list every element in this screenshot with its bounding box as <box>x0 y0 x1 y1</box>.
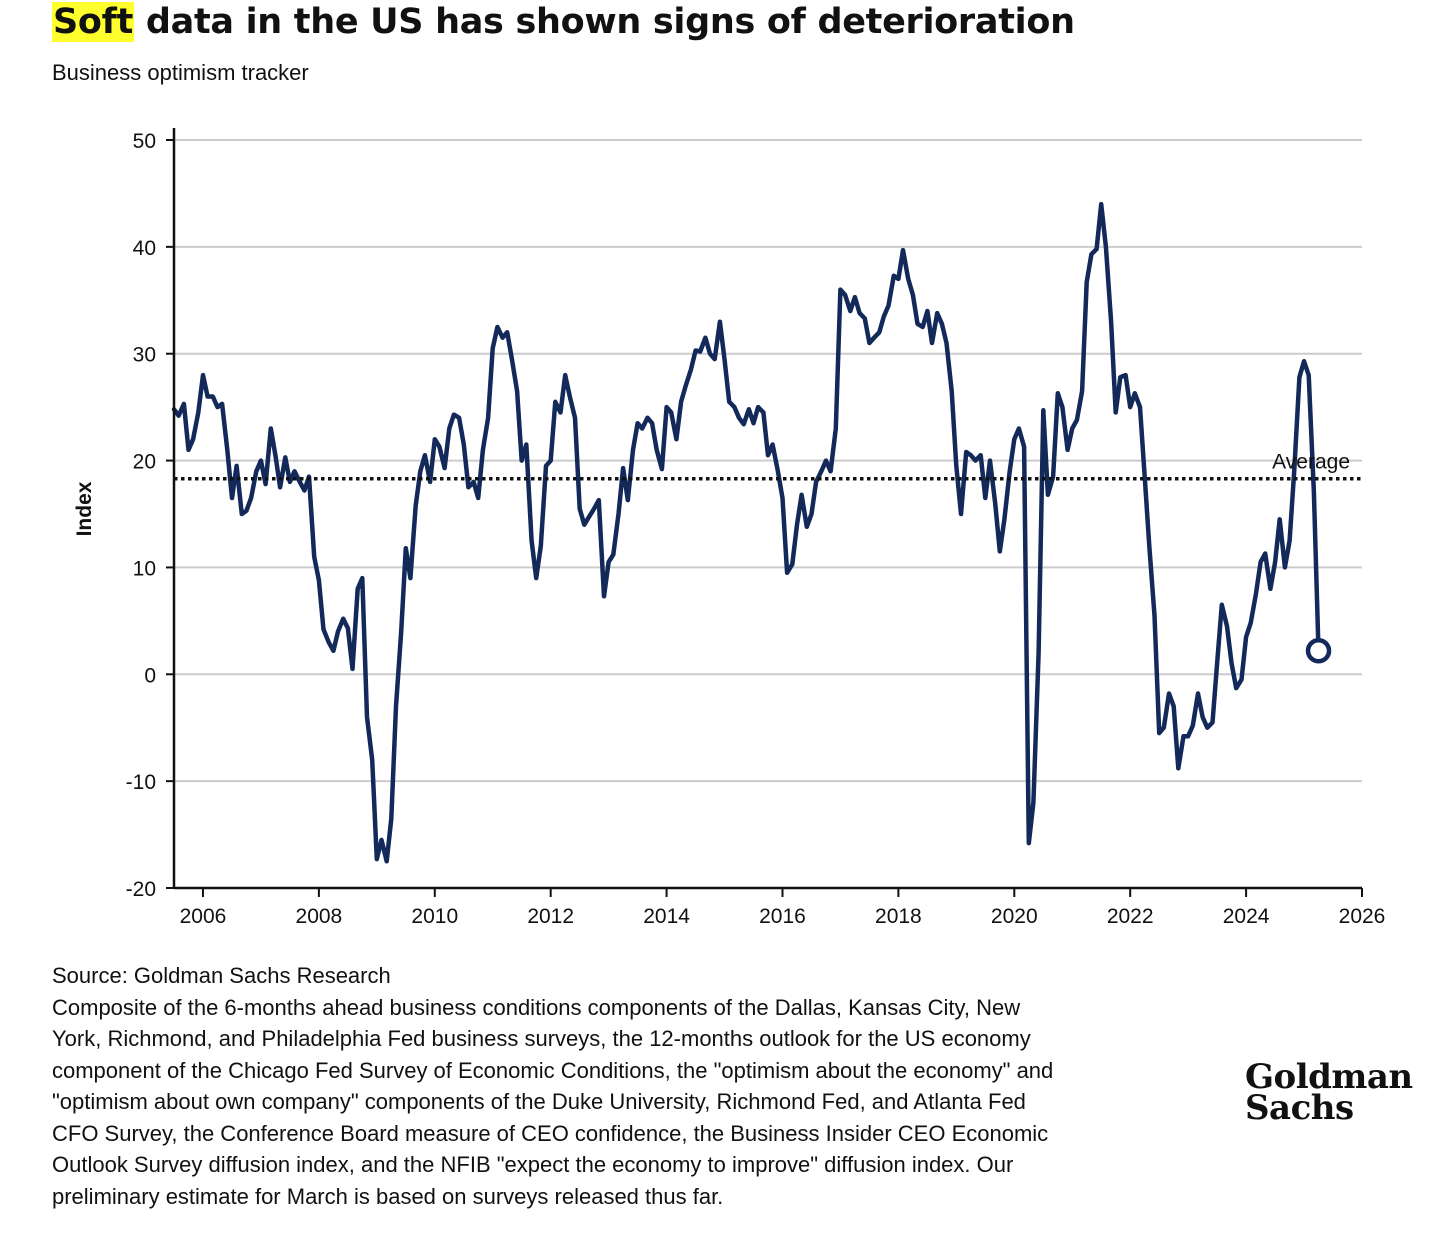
goldman-sachs-logo: Goldman Sachs <box>1245 1057 1413 1128</box>
x-tick-label-2020: 2020 <box>991 905 1038 928</box>
series-line-0 <box>171 201 1321 864</box>
series-group <box>171 201 1332 864</box>
average-group: Average <box>174 451 1362 481</box>
y-tick-label--20: -20 <box>126 878 156 901</box>
x-tick-label-2006: 2006 <box>180 905 227 928</box>
footnote: Source: Goldman Sachs Research Composite… <box>52 960 1062 1212</box>
y-tick-label-20: 20 <box>133 451 156 474</box>
chart-subtitle: Business optimism tracker <box>52 60 309 85</box>
x-tick-label-2026: 2026 <box>1339 905 1386 928</box>
logo-line-1: Goldman <box>1245 1057 1413 1097</box>
y-axis-ticks: -20 -10 0 10 20 30 40 50 <box>126 130 174 901</box>
title-rest: data in the US has shown signs of deteri… <box>134 2 1075 42</box>
page-title: Soft data in the US has shown signs of d… <box>52 2 1075 42</box>
y-tick-label-30: 30 <box>133 344 156 367</box>
y-tick-label-50: 50 <box>133 130 156 153</box>
average-label: Average <box>1272 451 1350 474</box>
x-tick-label-2010: 2010 <box>411 905 458 928</box>
y-axis-label: Index <box>73 481 96 536</box>
logo-line-2: Sachs <box>1245 1088 1354 1128</box>
axes <box>172 128 1362 890</box>
y-tick-label-10: 10 <box>133 557 156 580</box>
x-tick-label-2024: 2024 <box>1223 905 1270 928</box>
title-highlight: Soft <box>52 2 135 42</box>
y-tick-label-0: 0 <box>144 664 156 687</box>
x-tick-label-2008: 2008 <box>296 905 343 928</box>
x-tick-label-2012: 2012 <box>527 905 574 928</box>
y-tick-label-40: 40 <box>133 237 156 260</box>
x-tick-label-2016: 2016 <box>759 905 806 928</box>
x-tick-label-2018: 2018 <box>875 905 922 928</box>
source-note: Source: Goldman Sachs Research <box>52 963 391 988</box>
description-note: Composite of the 6-months ahead business… <box>52 994 1054 1209</box>
y-tick-label--10: -10 <box>126 771 156 794</box>
x-tick-label-2022: 2022 <box>1107 905 1154 928</box>
x-axis-ticks: 2006 2008 2010 2012 2014 2016 2018 2020 2022 2024… <box>180 888 1386 928</box>
last-point-marker <box>1305 638 1332 664</box>
grid-lines <box>174 139 1362 783</box>
x-tick-label-2014: 2014 <box>643 905 690 928</box>
